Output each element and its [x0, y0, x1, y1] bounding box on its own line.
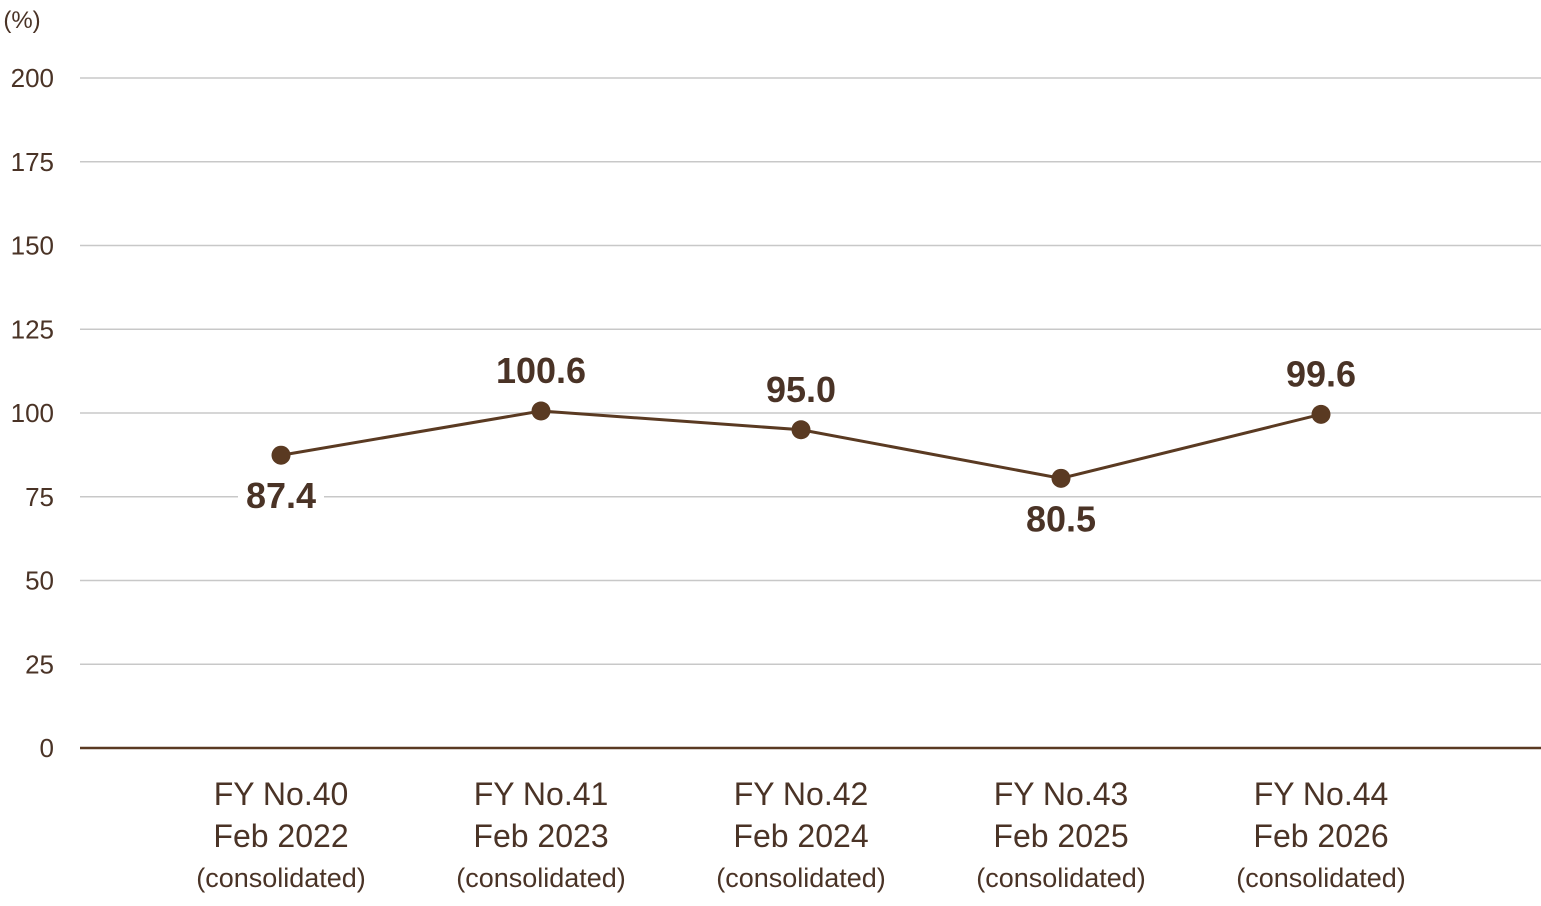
x-category-label-date: Feb 2024 — [733, 818, 868, 854]
data-label-background — [1278, 359, 1364, 390]
data-point — [1311, 404, 1331, 424]
x-category-label-fy: FY No.41 — [474, 776, 609, 812]
data-label-background — [1018, 504, 1104, 535]
y-tick-label: 25 — [25, 649, 54, 679]
data-points — [271, 401, 1331, 488]
data-labels: 87.4 100.6 95.0 80.5 99.6 — [238, 350, 1364, 539]
y-tick-label: 0 — [40, 733, 54, 763]
data-label-background — [238, 481, 324, 512]
x-category-label-note: (consolidated) — [976, 863, 1146, 893]
y-axis-ticks: 200 175 150 125 100 75 50 25 0 — [11, 63, 54, 763]
x-category-label-fy: FY No.44 — [1254, 776, 1389, 812]
y-tick-label: 50 — [25, 566, 54, 596]
x-category-label-fy: FY No.42 — [734, 776, 869, 812]
data-label: 80.5 — [1026, 498, 1096, 539]
data-label: 99.6 — [1286, 353, 1356, 394]
x-category-label-note: (consolidated) — [1236, 863, 1406, 893]
x-category-label-date: Feb 2023 — [473, 818, 608, 854]
x-axis-categories: FY No.40 Feb 2022 (consolidated) FY No.41 Fe… — [196, 776, 1406, 893]
x-category-label-date: Feb 2025 — [993, 818, 1128, 854]
data-label-background — [758, 374, 844, 405]
x-category-label-date: Feb 2026 — [1253, 818, 1388, 854]
data-label: 87.4 — [246, 475, 316, 516]
y-tick-label: 100 — [11, 398, 54, 428]
x-category-label-note: (consolidated) — [196, 863, 366, 893]
data-point — [271, 445, 291, 465]
x-category-label-fy: FY No.40 — [214, 776, 349, 812]
x-category-label-note: (consolidated) — [456, 863, 626, 893]
data-point — [791, 420, 811, 440]
y-tick-label: 125 — [11, 314, 54, 344]
y-tick-label: 75 — [25, 482, 54, 512]
y-tick-label: 150 — [11, 231, 54, 261]
data-label-background — [498, 355, 584, 386]
y-tick-label: 175 — [11, 147, 54, 177]
y-tick-label: 200 — [11, 63, 54, 93]
x-category-label-note: (consolidated) — [716, 863, 886, 893]
data-label: 100.6 — [496, 350, 586, 391]
data-point — [1051, 468, 1071, 488]
y-axis-unit-label: (%) — [3, 7, 40, 34]
data-label: 95.0 — [766, 369, 836, 410]
data-point — [531, 401, 551, 421]
x-category-label-fy: FY No.43 — [994, 776, 1129, 812]
x-category-label-date: Feb 2022 — [213, 818, 348, 854]
